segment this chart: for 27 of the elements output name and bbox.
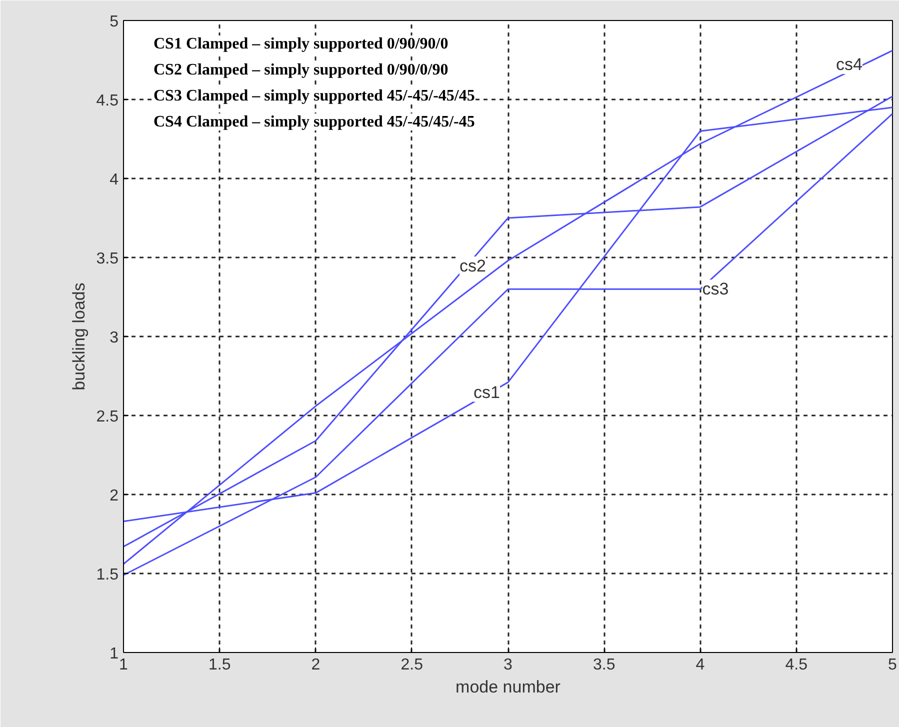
y-tick-label: 1.5 [96,566,119,584]
annotation: CS1 Clamped – simply supported 0/90/90/0 [154,36,448,52]
y-tick-label: 4.5 [96,92,119,110]
x-tick-label: 2 [311,656,320,674]
y-axis-title: buckling loads [69,282,88,390]
y-tick-label: 2 [110,488,119,504]
x-tick-label: 4 [696,656,705,674]
x-axis-title: mode number [456,678,561,696]
x-tick-label: 1.5 [208,656,231,674]
x-tick-label: 3 [504,656,513,674]
x-tick-label: 5 [888,656,898,674]
y-tick-label: 1 [110,646,119,662]
y-tick-label: 5 [110,14,119,30]
y-tick-label: 3.5 [96,250,119,268]
x-tick-label: 4.5 [785,656,808,674]
annotation: cs3 [702,280,729,299]
y-tick-label: 4 [110,172,119,188]
annotation: cs2 [460,256,486,276]
x-tick-label: 2.5 [400,656,424,674]
y-tick-label: 3 [110,330,119,346]
x-tick-label: 3.5 [593,656,616,674]
annotation: CS3 Clamped – simply supported 45/-45/-45/45 [154,88,475,104]
annotation: CS4 Clamped – simply supported 45/-45/45/-45 [154,114,475,130]
annotation: CS2 Clamped – simply supported 0/90/0/90 [154,62,448,78]
y-tick-label: 2.5 [96,408,119,426]
annotation: cs1 [474,382,500,402]
annotation: cs4 [836,55,863,74]
